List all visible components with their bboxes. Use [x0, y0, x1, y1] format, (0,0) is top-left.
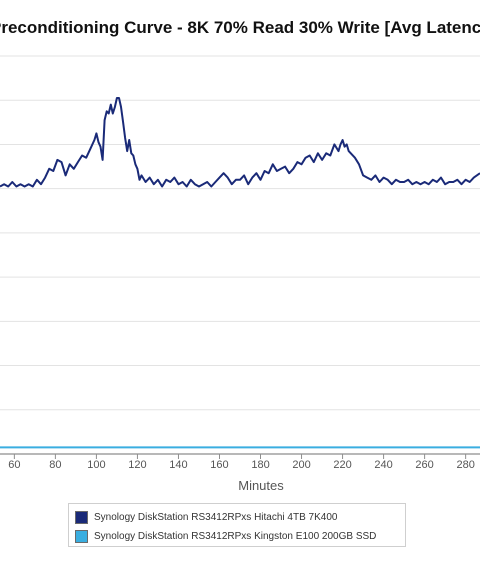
chart-title: Preconditioning Curve - 8K 70% Read 30% …: [0, 18, 480, 37]
series-line-hitachi: [0, 97, 480, 188]
legend-label-kingston: Synology DiskStation RS3412RPxs Kingston…: [94, 530, 377, 542]
x-tick-label: 180: [251, 459, 269, 471]
legend-item-hitachi[interactable]: Synology DiskStation RS3412RPxs Hitachi …: [75, 509, 337, 525]
x-axis: 60 80 100 120 140 160 180 200 220 240 260 280: [8, 454, 475, 471]
legend-swatch-hitachi: [75, 510, 88, 524]
x-tick-label: 260: [415, 459, 433, 471]
gridlines: [0, 55, 480, 455]
x-tick-label: 220: [333, 459, 351, 471]
legend: Synology DiskStation RS3412RPxs Hitachi …: [68, 503, 406, 547]
x-axis-label: Minutes: [238, 478, 284, 493]
legend-label-hitachi: Synology DiskStation RS3412RPxs Hitachi …: [94, 511, 338, 523]
legend-item-kingston[interactable]: Synology DiskStation RS3412RPxs Kingston…: [75, 528, 376, 544]
x-tick-label: 280: [456, 459, 474, 471]
x-tick-label: 60: [8, 459, 20, 471]
x-tick-label: 100: [87, 459, 105, 471]
series-lines: [0, 97, 480, 449]
x-tick-label: 80: [49, 459, 61, 471]
x-tick-label: 140: [169, 459, 187, 471]
x-tick-label: 120: [128, 459, 146, 471]
x-tick-label: 160: [210, 459, 228, 471]
x-tick-label: 200: [292, 459, 310, 471]
x-tick-label: 240: [374, 459, 392, 471]
legend-swatch-kingston: [75, 529, 88, 543]
